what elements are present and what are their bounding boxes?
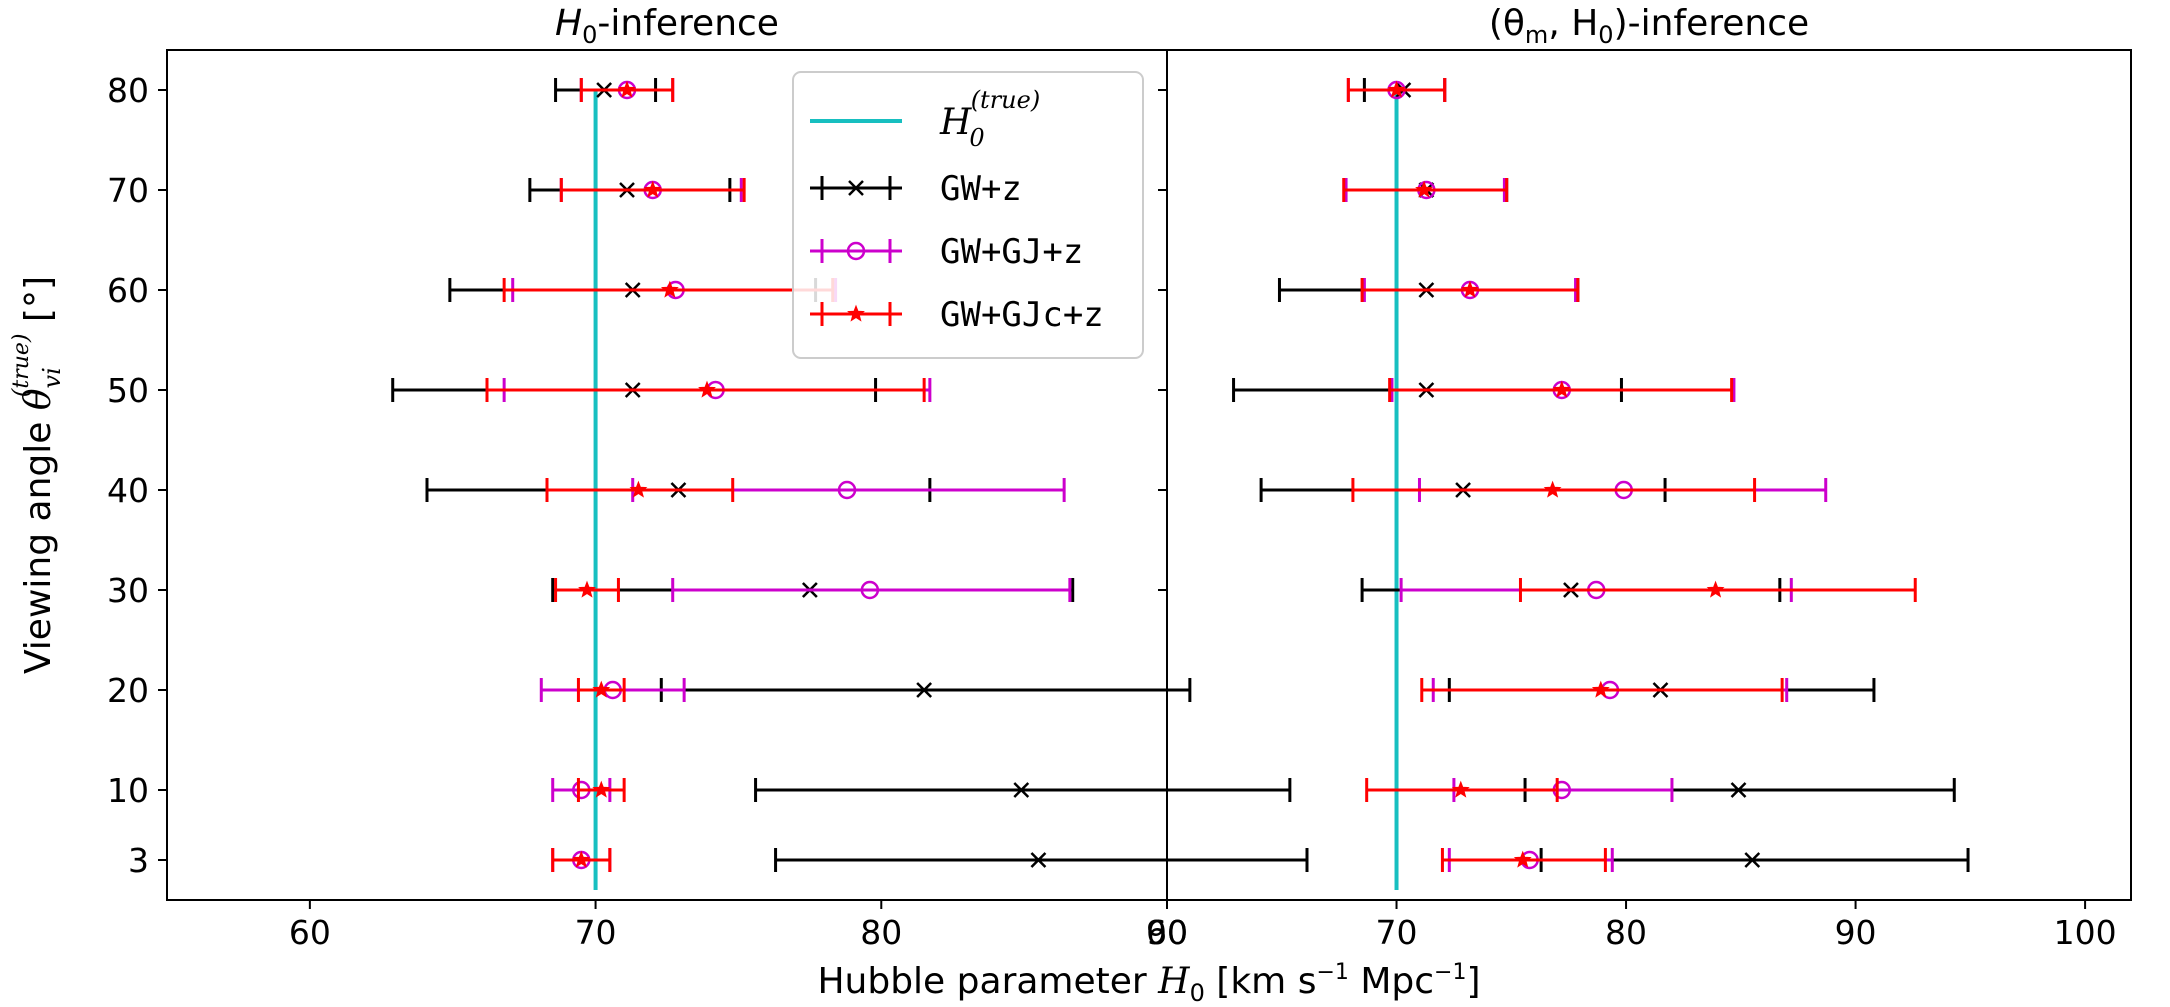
left-marker-2-0 [618, 80, 636, 98]
y-label-unit: [°] [18, 276, 59, 334]
legend-marker-0 [848, 180, 864, 196]
left-title-sub: 0 [582, 21, 597, 49]
left-ytick-label-8: 80 [107, 71, 149, 110]
right-title-sub2: 0 [1598, 21, 1613, 49]
right-series-2 [1342, 78, 1917, 872]
right-marker-2-8 [1513, 850, 1532, 868]
right-marker-2-2 [1461, 280, 1479, 298]
legend-marker-1 [846, 241, 866, 261]
right-marker-2-4 [1543, 480, 1562, 498]
legend-label-1: GW+GJ+z [940, 232, 1083, 272]
legend-true-sub: 0 [969, 124, 984, 152]
right-xtick-label-3: 90 [1835, 913, 1877, 952]
x-axis-label: Hubble parameter H0 [km s−1 Mpc−1] [817, 960, 1480, 1007]
left-ytick-label-2: 20 [107, 671, 149, 710]
x-label-unit-mid: Mpc [1349, 961, 1434, 1002]
left-plot-area: 60 70 80 90 3 10 20 30 40 50 60 70 80 [107, 71, 1309, 952]
right-marker-2-0 [1387, 80, 1406, 98]
right-marker-2-1 [1415, 180, 1434, 198]
x-label-var-sub: 0 [1190, 979, 1205, 1007]
left-ytick-label-4: 40 [107, 471, 149, 510]
left-marker-2-7 [592, 780, 611, 798]
legend-label-2: GW+GJc+z [940, 295, 1104, 335]
right-panel-title: (θm, H0)-inference [1489, 3, 1809, 49]
left-marker-2-5 [578, 580, 596, 598]
left-xtick-label-3: 90 [1146, 913, 1188, 952]
left-panel-title: H0-inference [555, 3, 779, 49]
left-xtick-label-0: 60 [289, 913, 331, 952]
x-label-exp1: −1 [1316, 960, 1348, 985]
right-marker-2-5 [1706, 580, 1725, 598]
right-marker-2-3 [1552, 380, 1571, 398]
left-ytick-label-1: 10 [107, 771, 149, 810]
left-series-0 [391, 78, 1309, 872]
right-panel-frame [1166, 49, 2132, 901]
left-marker-2-2 [660, 280, 679, 298]
x-label-unit-close: ] [1466, 961, 1480, 1002]
left-marker-2-8 [572, 850, 591, 868]
left-xtick-label-1: 70 [575, 913, 617, 952]
right-xtick-label-1: 70 [1376, 913, 1418, 952]
legend-true-sup: (true) [971, 86, 1041, 114]
left-ytick-label-5: 50 [107, 371, 149, 410]
legend-true-main: H [939, 102, 972, 143]
x-label-var: H [1157, 961, 1190, 1002]
right-plot-area: 60 70 80 90 100 [1146, 78, 2117, 952]
right-marker-2-6 [1591, 680, 1610, 698]
right-xtick-label-0: 60 [1146, 913, 1188, 952]
left-marker-1-5 [860, 580, 880, 600]
right-title-sub: m [1525, 21, 1548, 49]
legend: H0 (true) GW+z GW+GJ+z GW+GJc+z [792, 71, 1144, 359]
left-title-main: H [555, 3, 582, 44]
right-marker-2-7 [1451, 780, 1470, 798]
x-label-exp2: −1 [1434, 960, 1466, 985]
left-title-rest: -inference [597, 3, 779, 44]
legend-label-0: GW+z [940, 169, 1022, 209]
right-title-mid: , H [1548, 3, 1598, 44]
x-label-unit-open: [km s [1205, 961, 1317, 1002]
legend-box [792, 71, 1144, 359]
left-ytick-label-7: 70 [107, 171, 149, 210]
right-xtick-label-2: 80 [1605, 913, 1647, 952]
left-marker-2-3 [698, 380, 716, 398]
left-marker-0-7 [1013, 782, 1030, 798]
left-marker-0-6 [916, 682, 933, 698]
y-label-var-sup: (true) [9, 334, 34, 398]
y-label-prefix: Viewing angle [18, 410, 59, 674]
left-marker-0-8 [1030, 852, 1047, 868]
right-title-main: (θ [1489, 3, 1525, 44]
right-xtick-label-4: 100 [2054, 913, 2117, 952]
left-xtick-label-2: 80 [860, 913, 902, 952]
left-marker-1-4 [837, 480, 857, 500]
y-axis-label: Viewing angle θvi(true) [°] [9, 276, 66, 674]
right-marker-0-8 [1744, 852, 1761, 868]
x-label-prefix: Hubble parameter [817, 961, 1158, 1002]
legend-marker-2 [847, 304, 865, 322]
y-label-var-sub: vi [38, 367, 66, 388]
left-marker-2-1 [643, 180, 662, 198]
right-title-rest: )-inference [1614, 3, 1810, 44]
left-marker-2-6 [592, 680, 611, 698]
left-marker-2-4 [629, 480, 648, 498]
left-ytick-label-3: 30 [107, 571, 149, 610]
legend-true-label: H0 (true) [939, 86, 1040, 152]
legend-entries: GW+z GW+GJ+z GW+GJc+z [810, 169, 1104, 335]
right-series-1 [1344, 78, 1828, 872]
right-marker-0-7 [1730, 782, 1747, 798]
left-ytick-label-0: 3 [128, 841, 149, 880]
left-ytick-label-6: 60 [107, 271, 149, 310]
y-label-var: θ [18, 388, 59, 410]
